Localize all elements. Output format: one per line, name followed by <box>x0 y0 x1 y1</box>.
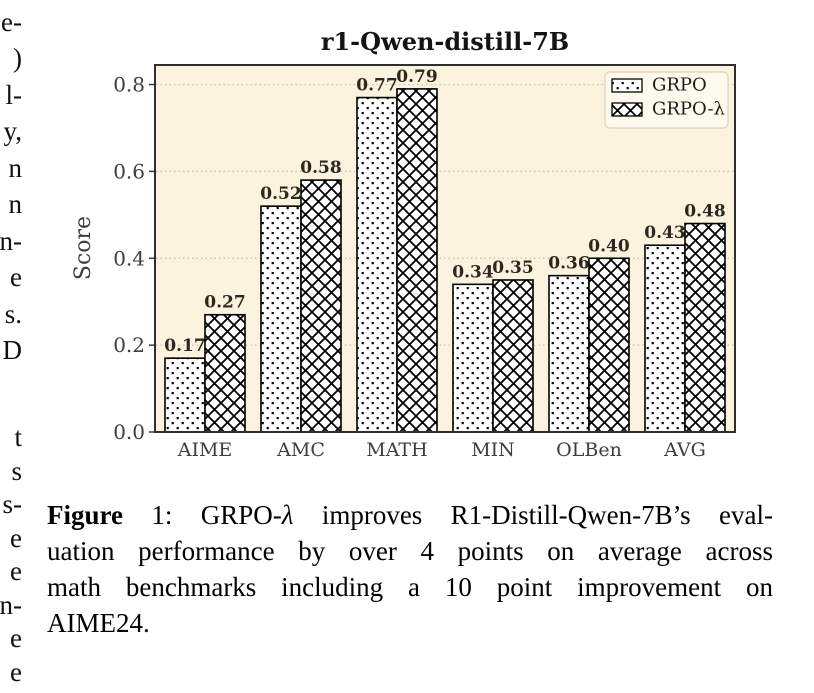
left-column-text-fragment: s- <box>2 489 23 519</box>
ytick-label: 0.2 <box>113 333 145 357</box>
bar-value-label: 0.40 <box>588 236 630 256</box>
bar-value-label: 0.17 <box>164 336 205 356</box>
left-column-text-fragment: n- <box>0 226 22 256</box>
left-column-text-fragment: e <box>10 657 22 687</box>
caption-text-run: 1: GRPO- <box>123 500 282 530</box>
left-column-text-fragment: e <box>10 523 22 553</box>
chart-title: r1-Qwen-distill-7B <box>321 27 569 56</box>
bar-GRPO-AVG <box>644 244 686 433</box>
category-label-AIME: AIME <box>177 439 233 461</box>
bar-value-label: 0.35 <box>492 258 533 278</box>
ytick-label: 0.0 <box>113 420 145 444</box>
bar-value-label: 0.48 <box>684 202 725 222</box>
bar-value-label: 0.27 <box>204 293 245 313</box>
left-column-text-fragment: D <box>2 335 23 365</box>
bar-GRPO-λ-AVG <box>684 222 726 433</box>
caption-text-run: improves R1-Distill-Qwen-7B’s eval- <box>293 500 773 530</box>
bar-GRPO-λ-AIME <box>204 313 246 433</box>
caption-text-run: uation performance by over 4 points on a… <box>47 536 773 566</box>
category-label-MATH: MATH <box>366 439 427 461</box>
caption-line: AIME24. <box>47 605 773 641</box>
legend-label-GRPO-λ: GRPO-λ <box>652 99 725 120</box>
legend-label-GRPO: GRPO <box>652 75 707 96</box>
bar-GRPO-AIME <box>164 357 206 433</box>
category-label-AVG: AVG <box>663 439 706 461</box>
bar-GRPO-λ-MATH <box>396 88 438 433</box>
category-label-AMC: AMC <box>276 439 325 461</box>
figure-caption: Figure 1: GRPO-λ improves R1-Distill-Qwe… <box>47 497 773 641</box>
bar-value-label: 0.52 <box>260 184 301 204</box>
category-label-OLBen: OLBen <box>556 439 622 461</box>
ytick-label: 0.8 <box>113 73 145 97</box>
ytick-label: 0.6 <box>113 159 145 183</box>
left-column-text-fragment: s <box>11 456 22 486</box>
left-column-text-fragment: e <box>10 556 22 586</box>
caption-line: uation performance by over 4 points on a… <box>47 533 773 569</box>
left-column-text-fragment: s. <box>4 299 22 329</box>
left-column-text-fragment: y, <box>3 116 23 146</box>
bar-GRPO-AMC <box>260 205 302 433</box>
bar-value-label: 0.79 <box>396 67 437 87</box>
ytick-label: 0.4 <box>113 246 145 270</box>
bar-value-label: 0.58 <box>300 158 341 178</box>
y-axis-label: Score <box>71 216 96 280</box>
bar-value-label: 0.43 <box>644 223 685 243</box>
benchmark-bar-chart: 0.170.27AIME0.520.58AMC0.770.79MATH0.340… <box>71 27 736 461</box>
left-column-text-fragment: e <box>10 623 22 653</box>
left-column-text-fragment: l- <box>5 80 23 110</box>
left-column-text-fragment: t <box>14 422 22 452</box>
caption-text-run: Figure <box>47 500 123 530</box>
plot-frame <box>154 64 736 433</box>
caption-text-run: λ <box>281 500 294 530</box>
bar-GRPO-λ-OLBen <box>588 257 630 433</box>
bar-GRPO-λ-MIN <box>492 279 534 433</box>
left-column-text-fragment: e <box>10 262 22 292</box>
left-column-text-fragment: e- <box>1 7 22 37</box>
chart-plot-area: 0.170.27AIME0.520.58AMC0.770.79MATH0.340… <box>113 64 736 461</box>
caption-text-run: AIME24. <box>47 608 150 638</box>
bar-value-label: 0.34 <box>452 262 494 282</box>
caption-text-run: math benchmarks including a 10 point imp… <box>47 572 773 602</box>
bar-GRPO-λ-AMC <box>300 179 342 433</box>
bar-GRPO-OLBen <box>548 274 590 433</box>
caption-line: Figure 1: GRPO-λ improves R1-Distill-Qwe… <box>47 497 773 533</box>
legend-swatch-GRPO <box>611 78 643 93</box>
left-column-text-fragment: n <box>8 153 23 183</box>
left-column-text-fragment: ) <box>13 43 22 73</box>
bar-GRPO-MIN <box>452 283 494 433</box>
caption-line: math benchmarks including a 10 point imp… <box>47 569 773 605</box>
left-column-text-fragment: n <box>8 189 23 219</box>
bar-GRPO-MATH <box>356 96 398 433</box>
category-label-MIN: MIN <box>471 439 515 461</box>
bar-value-label: 0.77 <box>356 76 397 96</box>
legend-swatch-GRPO-λ <box>611 102 643 117</box>
left-column-text-fragment: n- <box>0 590 22 620</box>
bar-value-label: 0.36 <box>548 254 589 274</box>
